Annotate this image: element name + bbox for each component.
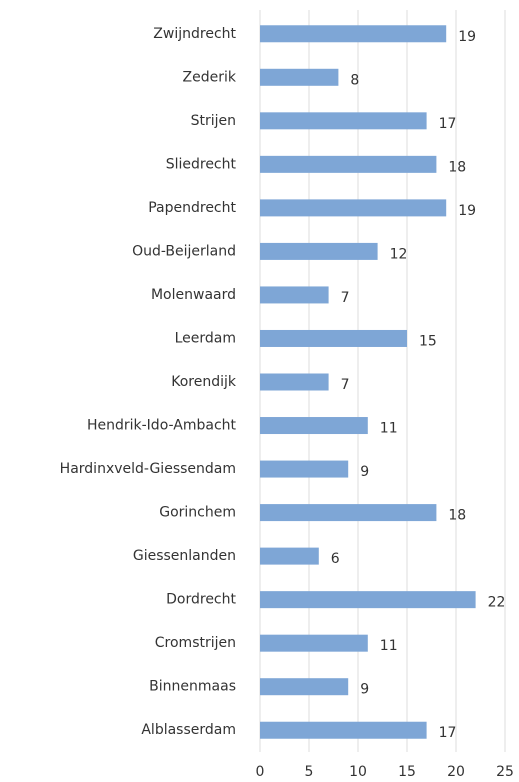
y-tick-label: Sliedrecht [166, 156, 237, 172]
bar [260, 25, 447, 43]
y-tick-label: Dordrecht [166, 592, 236, 608]
y-tick-label: Leerdam [175, 330, 236, 346]
bar [260, 634, 368, 652]
bar [260, 504, 437, 522]
value-label: 6 [331, 551, 340, 567]
bar [260, 678, 349, 696]
bar [260, 112, 427, 130]
y-tick-label: Cromstrijen [155, 635, 236, 651]
y-tick-label: Binnenmaas [149, 679, 236, 695]
bar [260, 591, 476, 609]
y-tick-label: Korendijk [171, 374, 237, 390]
x-tick-label: 25 [496, 764, 514, 780]
y-tick-label: Zederik [183, 69, 237, 85]
value-label: 11 [380, 421, 398, 437]
x-tick-label: 5 [305, 764, 314, 780]
value-label: 7 [341, 290, 350, 306]
value-label: 18 [448, 508, 466, 524]
y-tick-label: Hardinxveld-Giessendam [60, 461, 236, 477]
bar [260, 460, 349, 478]
bar [260, 242, 378, 260]
y-tick-label: Strijen [191, 113, 236, 129]
value-label: 19 [458, 203, 476, 219]
y-tick-label: Alblasserdam [141, 722, 236, 738]
x-tick-label: 15 [398, 764, 416, 780]
value-label: 11 [380, 638, 398, 654]
bar [260, 721, 427, 739]
value-label: 22 [488, 595, 506, 611]
x-tick-label: 10 [349, 764, 367, 780]
y-tick-label: Giessenlanden [133, 548, 236, 564]
value-label: 17 [439, 725, 457, 741]
value-label: 12 [390, 246, 408, 262]
y-tick-label: Gorinchem [159, 505, 236, 521]
y-tick-label: Zwijndrecht [153, 26, 236, 42]
bar [260, 199, 447, 217]
bar [260, 286, 329, 304]
bar [260, 373, 329, 391]
y-tick-label: Oud-Beijerland [132, 243, 236, 259]
y-tick-label: Papendrecht [148, 200, 236, 216]
value-label: 19 [458, 29, 476, 45]
bar [260, 547, 319, 565]
value-label: 15 [419, 333, 437, 349]
value-label: 17 [439, 116, 457, 132]
bar [260, 68, 339, 86]
bar [260, 155, 437, 173]
bar [260, 329, 407, 347]
y-tick-label: Hendrik-Ido-Ambacht [87, 418, 237, 434]
y-tick-label: Molenwaard [151, 287, 236, 303]
x-tick-label: 20 [447, 764, 465, 780]
value-label: 9 [360, 682, 369, 698]
value-label: 18 [448, 159, 466, 175]
value-label: 9 [360, 464, 369, 480]
value-label: 7 [341, 377, 350, 393]
bar [260, 417, 368, 435]
value-label: 8 [350, 72, 359, 88]
x-tick-label: 0 [256, 764, 265, 780]
